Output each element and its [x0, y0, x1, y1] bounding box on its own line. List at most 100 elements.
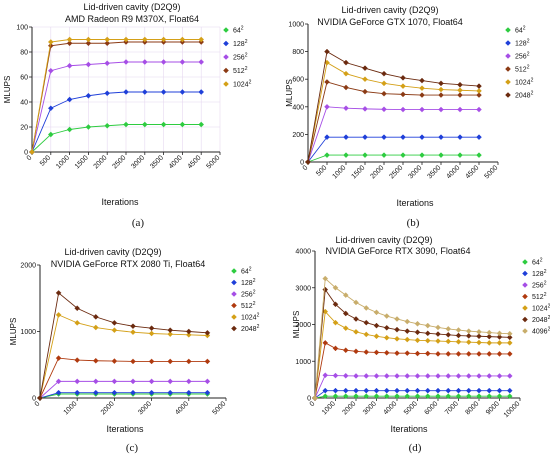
data-point — [55, 312, 62, 318]
series-line — [39, 392, 208, 399]
data-point — [486, 340, 493, 346]
legend-marker — [223, 67, 229, 74]
data-point — [322, 286, 329, 293]
x-tick-label: 500 — [39, 154, 52, 167]
x-tick-label: 3000 — [362, 400, 378, 416]
data-point — [457, 81, 463, 88]
x-tick-label: 9000 — [485, 400, 501, 416]
data-point — [363, 349, 370, 355]
x-tick-label: 1000 — [63, 400, 79, 416]
x-tick-label: 3500 — [149, 154, 165, 170]
data-point — [160, 59, 167, 65]
data-point — [455, 327, 462, 333]
data-point — [496, 373, 503, 379]
data-point — [104, 36, 111, 43]
data-point — [414, 393, 421, 399]
data-point — [445, 387, 452, 394]
data-point — [185, 328, 192, 335]
data-point — [404, 336, 411, 343]
chart-panel-a: 0 500 1000 1500 2000 2500 3000 3500 4000 4500 5000… — [3, 2, 252, 229]
data-point — [465, 333, 472, 339]
chart-title: Lid-driven cavity (D2Q9) — [335, 235, 432, 245]
legend-label: 10242 — [515, 78, 534, 87]
data-point — [111, 320, 118, 326]
data-point — [419, 134, 425, 140]
data-point — [476, 339, 482, 346]
data-point — [92, 389, 99, 396]
series-line — [307, 106, 479, 163]
data-point — [435, 324, 441, 331]
x-tick-label: 0 — [34, 400, 42, 408]
data-point — [66, 96, 73, 103]
data-point — [381, 90, 387, 97]
data-point — [123, 36, 129, 43]
data-point — [414, 329, 421, 336]
data-point — [476, 329, 482, 335]
data-point — [404, 350, 411, 356]
series-line — [307, 50, 480, 163]
data-point — [414, 350, 421, 357]
legend-label: 1282 — [233, 39, 248, 48]
data-point — [400, 134, 406, 140]
data-point — [383, 313, 390, 319]
x-axis-label: Iterations — [101, 197, 139, 207]
panel-caption: (a) — [132, 217, 145, 229]
data-point — [404, 318, 411, 325]
data-point — [404, 387, 411, 394]
data-point — [476, 92, 482, 98]
data-point — [435, 393, 441, 399]
data-point — [363, 331, 370, 338]
data-point — [342, 292, 349, 298]
legend-marker — [522, 305, 528, 311]
data-point — [179, 89, 186, 95]
data-point — [424, 322, 431, 329]
legend-label: 20482 — [515, 91, 534, 100]
data-point — [445, 326, 452, 332]
x-tick-label: 3000 — [407, 164, 423, 180]
data-point — [332, 301, 339, 308]
series-line — [39, 393, 208, 399]
x-tick-label: 10000 — [503, 400, 522, 419]
data-point — [322, 340, 329, 346]
data-point — [85, 61, 92, 68]
legend-label: 5122 — [532, 292, 547, 301]
data-point — [445, 331, 452, 338]
data-point — [506, 351, 513, 357]
legend-marker — [505, 92, 511, 98]
legend-label: 2562 — [233, 53, 248, 62]
legend-label: 1282 — [515, 39, 530, 48]
legend-label: 5122 — [515, 65, 530, 74]
legend-marker — [505, 66, 511, 72]
series-line — [31, 61, 202, 153]
data-point — [343, 134, 349, 140]
legend-marker — [522, 259, 528, 265]
data-point — [130, 378, 136, 385]
data-point — [167, 327, 174, 333]
legend-marker — [231, 302, 237, 309]
data-point — [445, 393, 452, 399]
data-point — [66, 62, 73, 69]
legend-label: 2562 — [241, 290, 256, 299]
data-point — [185, 389, 192, 396]
data-point — [353, 348, 359, 355]
data-point — [476, 134, 482, 140]
series-line — [314, 374, 510, 399]
legend-superscript: 2 — [245, 53, 248, 59]
data-point — [435, 338, 441, 344]
x-tick-label: 0 — [302, 164, 310, 172]
data-point — [148, 389, 155, 396]
data-point — [455, 373, 462, 379]
data-point — [486, 387, 493, 394]
x-tick-label: 5000 — [205, 154, 221, 170]
data-point — [424, 350, 431, 357]
legend-label: 642 — [241, 267, 252, 276]
y-tick-label: 40 — [20, 100, 28, 107]
data-point — [383, 349, 390, 356]
series-line — [314, 288, 510, 399]
data-point — [394, 336, 400, 342]
data-point — [373, 373, 380, 379]
x-tick-label: 2000 — [341, 400, 357, 416]
data-point — [312, 395, 318, 401]
data-point — [438, 152, 444, 158]
data-point — [342, 387, 349, 394]
